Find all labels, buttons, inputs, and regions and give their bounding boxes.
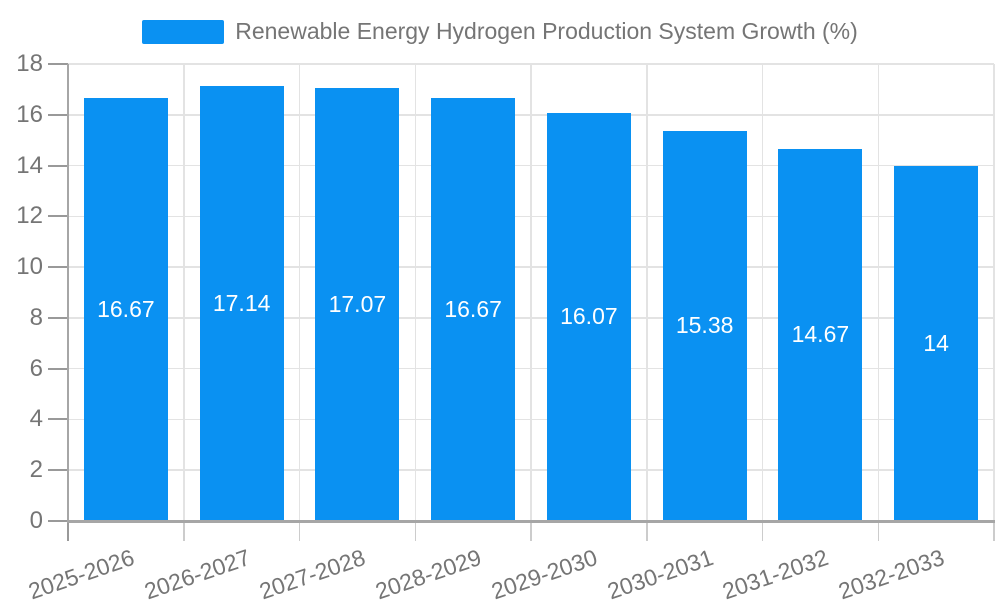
y-axis-line <box>67 64 69 521</box>
chart-legend[interactable]: Renewable Energy Hydrogen Production Sys… <box>0 18 1000 45</box>
bar-value-label: 17.14 <box>212 289 271 316</box>
x-axis-tick <box>993 521 995 541</box>
x-axis-tick-label: 2031-2032 <box>719 544 832 600</box>
legend-swatch-icon <box>142 19 225 44</box>
x-axis-line <box>67 520 995 523</box>
x-gridline <box>183 64 185 521</box>
x-axis-tick <box>67 521 70 541</box>
x-axis-tick <box>646 521 648 541</box>
chart-title: Renewable Energy Hydrogen Production Sys… <box>235 18 858 44</box>
y-axis-tick-label: 2 <box>29 456 43 484</box>
y-axis-tick <box>48 266 68 269</box>
x-gridline <box>877 64 879 521</box>
y-axis-tick-label: 4 <box>29 405 43 433</box>
x-axis-tick <box>530 521 532 541</box>
bar: 15.38 <box>662 130 747 521</box>
bar: 16.07 <box>546 113 631 521</box>
y-axis-tick-label: 16 <box>16 100 43 128</box>
x-gridline <box>761 64 764 521</box>
x-gridline <box>530 64 532 521</box>
y-axis-tick-label: 12 <box>16 202 43 230</box>
bar-value-label: 15.38 <box>675 312 734 339</box>
bar-value-label: 14.67 <box>791 321 850 348</box>
y-axis-tick-label: 6 <box>29 354 43 382</box>
y-axis-tick <box>48 215 68 218</box>
x-axis-tick-label: 2025-2026 <box>24 544 138 600</box>
x-axis-tick <box>298 521 301 541</box>
bar-value-label: 16.07 <box>560 303 618 330</box>
x-axis-tick-label: 2032-2033 <box>835 544 948 600</box>
x-axis-tick-label: 2029-2030 <box>487 544 601 600</box>
y-axis-tick-label: 18 <box>16 50 43 77</box>
bar-value-label: 14 <box>923 329 949 356</box>
y-axis-tick <box>48 418 68 421</box>
y-axis-tick <box>48 469 68 472</box>
x-axis-tick <box>877 521 879 541</box>
y-axis-tick-label: 14 <box>16 151 43 179</box>
y-axis-tick <box>48 164 68 167</box>
bar: 14 <box>894 165 979 521</box>
x-axis-tick-label: 2027-2028 <box>256 544 369 600</box>
bar: 14.67 <box>778 148 863 521</box>
bar: 17.07 <box>315 87 400 521</box>
bar: 17.14 <box>199 85 284 521</box>
y-axis-tick <box>48 520 68 522</box>
bar-value-label: 16.67 <box>444 295 502 322</box>
x-axis-tick <box>761 521 764 541</box>
x-axis-tick-label: 2026-2027 <box>140 544 254 600</box>
x-axis-tick-label: 2028-2029 <box>372 544 485 600</box>
bar-value-label: 16.67 <box>97 295 155 322</box>
x-gridline <box>414 64 416 521</box>
y-axis-tick <box>48 316 68 319</box>
y-axis-tick <box>48 113 68 116</box>
y-axis-tick <box>48 63 68 65</box>
bar: 16.67 <box>83 97 168 521</box>
y-axis-tick-label: 10 <box>16 253 43 281</box>
x-axis-tick <box>414 521 416 541</box>
y-axis-tick-label: 8 <box>29 303 43 331</box>
x-gridline <box>646 64 648 521</box>
x-gridline <box>298 64 301 521</box>
bar-value-label: 17.07 <box>328 290 387 317</box>
x-axis-tick <box>183 521 185 541</box>
bar: 16.67 <box>431 97 516 521</box>
y-axis-tick <box>48 367 68 370</box>
x-gridline <box>993 64 995 521</box>
y-axis-tick-label: 0 <box>29 507 43 534</box>
x-axis-tick-label: 2030-2031 <box>603 544 717 600</box>
